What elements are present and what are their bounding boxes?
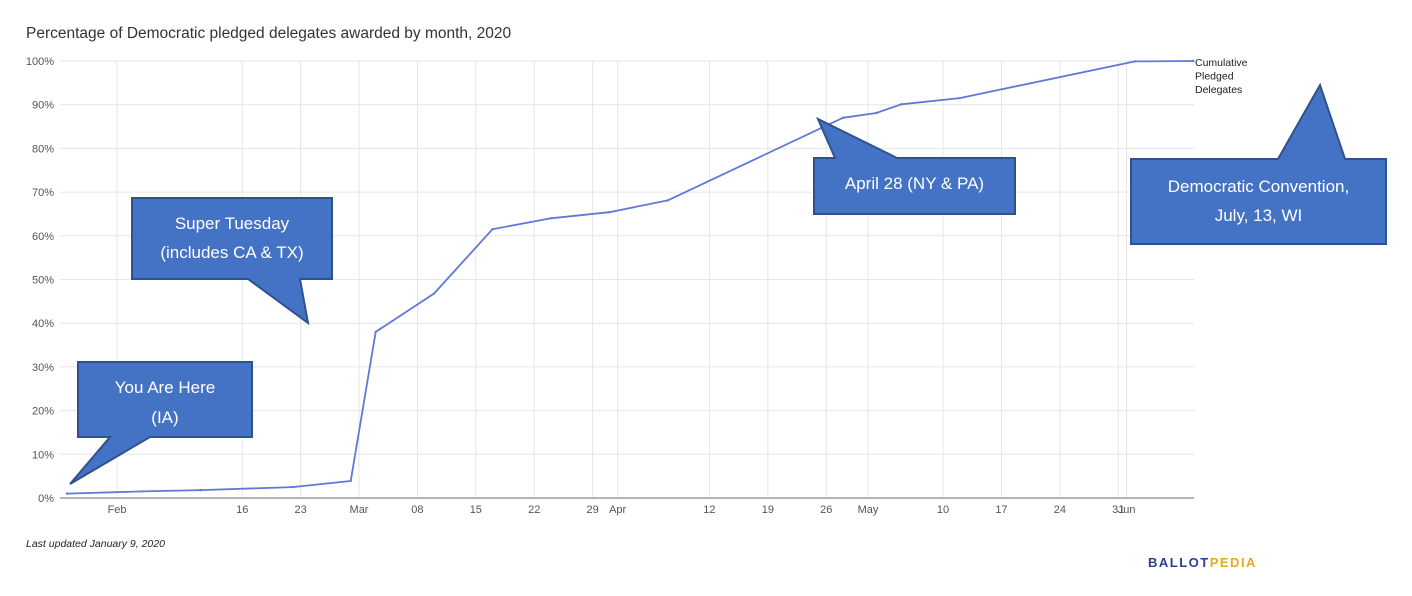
data-point xyxy=(875,111,878,115)
data-point xyxy=(291,485,294,489)
data-point xyxy=(841,116,845,120)
data-point xyxy=(432,292,436,295)
callout-convention: Democratic Convention, July, 13, WI xyxy=(1130,82,1387,245)
logo-part-ballot: BALLOT xyxy=(1148,555,1210,570)
callout-text-line: (includes CA & TX) xyxy=(160,243,303,262)
data-point xyxy=(199,488,202,492)
y-tick-label: 40% xyxy=(32,318,54,330)
data-point xyxy=(491,228,494,231)
callout-shape xyxy=(69,361,253,485)
callout-super-tuesday: Super Tuesday (includes CA & TX) xyxy=(131,197,333,326)
x-tick-label: 08 xyxy=(411,504,423,516)
data-point xyxy=(140,490,144,493)
callout-shape xyxy=(1130,82,1387,245)
callout-text-line: Democratic Convention, xyxy=(1168,177,1349,196)
x-tick-label: Jun xyxy=(1118,504,1136,516)
y-tick-label: 0% xyxy=(38,493,54,505)
callout-shape xyxy=(131,197,333,326)
x-tick-label: 29 xyxy=(587,504,599,516)
data-point xyxy=(958,96,961,100)
legend-label: Cumulative Pledged Delegates xyxy=(1195,57,1250,96)
x-tick-label: 16 xyxy=(236,504,248,516)
x-tick-label: 26 xyxy=(820,504,832,516)
x-tick-label: Feb xyxy=(108,504,127,516)
data-point xyxy=(1133,60,1137,63)
x-tick-label: 23 xyxy=(294,504,306,516)
x-tick-label: 12 xyxy=(703,504,715,516)
callout-text-line: Super Tuesday xyxy=(175,214,290,233)
y-tick-label: 30% xyxy=(32,362,54,374)
callout-shape xyxy=(813,116,1016,215)
y-tick-label: 100% xyxy=(26,56,54,68)
legend: Cumulative Pledged Delegates xyxy=(1195,57,1250,96)
y-tick-label: 20% xyxy=(32,406,54,418)
x-tick-label: 10 xyxy=(937,504,949,516)
chart-title: Percentage of Democratic pledged delegat… xyxy=(26,25,511,42)
callout-text-line: July, 13, WI xyxy=(1215,206,1303,225)
x-tick-label: 15 xyxy=(470,504,482,516)
y-tick-label: 80% xyxy=(32,143,54,155)
legend-label-line: Pledged xyxy=(1195,71,1234,83)
x-tick-label: 22 xyxy=(528,504,540,516)
x-tick-label: Apr xyxy=(609,504,626,516)
x-tick-label: 24 xyxy=(1054,504,1066,516)
x-tick-label: Mar xyxy=(350,504,369,516)
legend-label-line: Cumulative xyxy=(1195,57,1248,69)
data-point xyxy=(666,199,669,202)
y-tick-label: 60% xyxy=(32,231,54,243)
data-point xyxy=(549,217,553,220)
x-tick-label: 19 xyxy=(762,504,774,516)
series-group xyxy=(65,59,1195,495)
x-tick-label: 31 xyxy=(1112,504,1124,516)
callout-text-line: (IA) xyxy=(151,408,178,427)
callout-iowa: You Are Here (IA) xyxy=(69,361,253,485)
data-point xyxy=(374,330,377,334)
x-tick-label: 17 xyxy=(995,504,1007,516)
y-tick-label: 50% xyxy=(32,275,54,287)
data-point xyxy=(900,103,903,106)
data-point xyxy=(1192,59,1195,63)
annotation-callouts: You Are Here (IA) Super Tuesday (includes C… xyxy=(69,82,1387,485)
data-point xyxy=(349,479,352,483)
callout-text-line: You Are Here xyxy=(115,378,216,397)
data-point xyxy=(65,492,69,495)
data-point xyxy=(608,211,611,214)
y-tick-label: 70% xyxy=(32,187,54,199)
ballotpedia-logo: BALLOTPEDIA xyxy=(1148,555,1257,570)
y-tick-label: 10% xyxy=(32,449,54,461)
callout-text-line: April 28 (NY & PA) xyxy=(845,174,984,193)
y-axis: 0% 10% 20% 30% 40% 50% 60% 70% 80% 90% 100% xyxy=(26,56,54,505)
logo-part-pedia: PEDIA xyxy=(1210,555,1257,570)
y-tick-label: 90% xyxy=(32,100,54,112)
legend-label-line: Delegates xyxy=(1195,84,1242,96)
last-updated-note: Last updated January 9, 2020 xyxy=(26,538,165,550)
callout-april-28: April 28 (NY & PA) xyxy=(813,116,1016,215)
x-axis: Feb 16 23 Mar 08 15 22 29 Apr 12 19 26 May 10 17 24 31Ju… xyxy=(60,497,1194,516)
x-tick-label: May xyxy=(858,504,879,516)
